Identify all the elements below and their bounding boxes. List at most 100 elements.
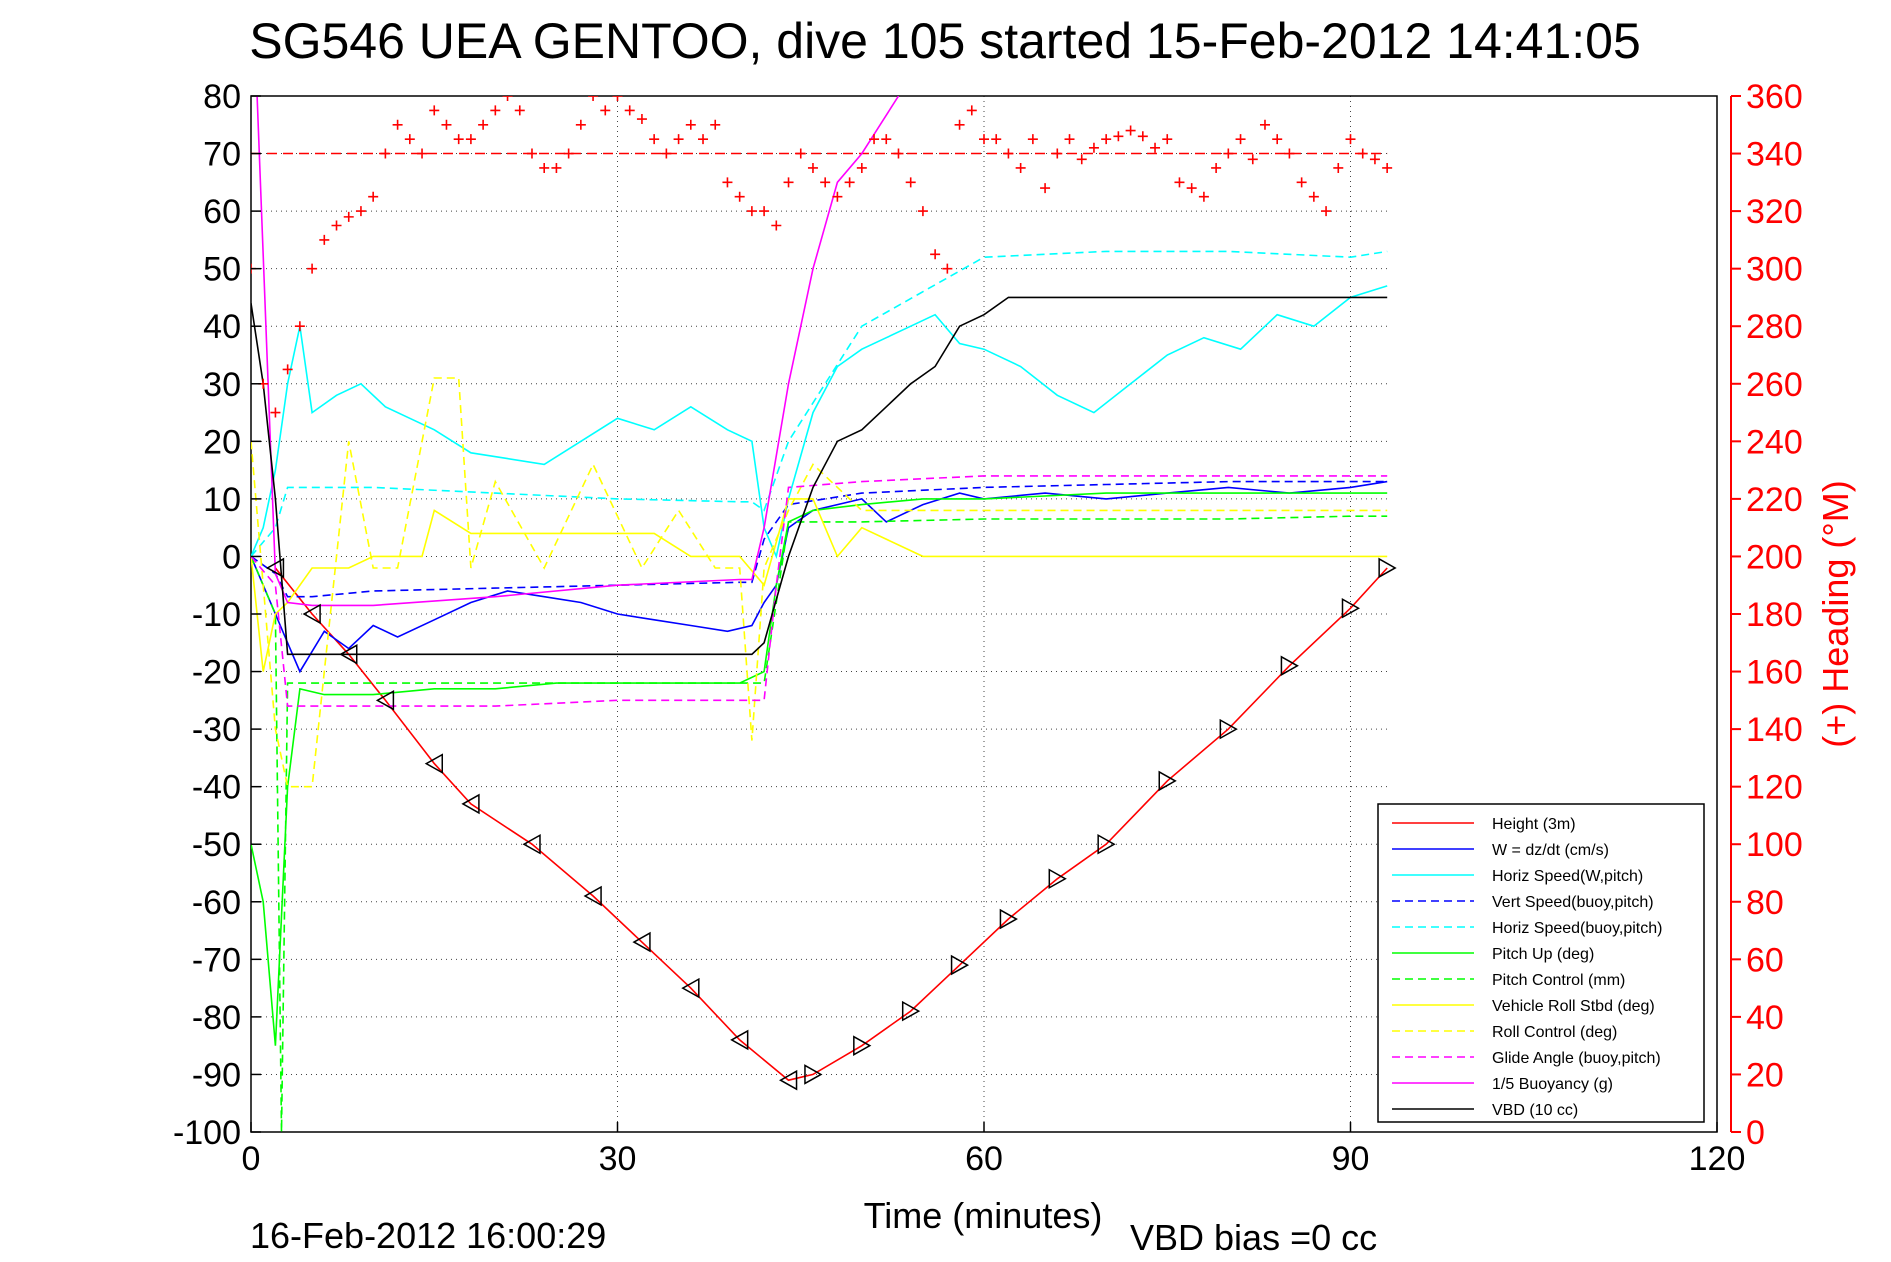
heading-point	[1369, 154, 1380, 165]
heading-point	[917, 206, 928, 217]
heading-point	[526, 148, 537, 159]
heading-point	[1296, 177, 1307, 188]
height-marker	[730, 1029, 749, 1051]
heading-point	[1162, 134, 1173, 145]
x-tick-label: 30	[599, 1140, 637, 1178]
heading-point	[1357, 148, 1368, 159]
height-marker	[853, 1035, 872, 1056]
legend-label: Horiz Speed(buoy,pitch)	[1492, 920, 1662, 937]
y2-tick-label: 260	[1746, 366, 1803, 404]
height-marker	[424, 753, 443, 774]
y-axis-ticks: 80 70 60 50 40 30 20 10 0 -10 -20 -30 -40 -50 -60 -70 -8…	[173, 78, 261, 1152]
x-axis-ticks: 0 30 60 90 120	[242, 1122, 1746, 1178]
y2-tick-label: 0	[1746, 1114, 1765, 1152]
series-line-2	[251, 285, 1388, 560]
height-marker	[461, 793, 480, 815]
height-marker	[1341, 597, 1361, 619]
x-tick-label: 90	[1332, 1140, 1370, 1178]
legend-label: VBD (10 cc)	[1492, 1102, 1578, 1119]
y2-tick-label: 40	[1746, 999, 1784, 1037]
series-line-0	[274, 567, 1388, 1082]
heading-point	[575, 119, 586, 130]
heading-point	[1382, 162, 1393, 173]
heading-point	[905, 177, 916, 188]
series-line-10	[256, 96, 900, 607]
legend-label: Pitch Up (deg)	[1492, 946, 1594, 963]
y2-tick-label: 200	[1746, 538, 1803, 576]
heading-point	[661, 148, 672, 159]
legend-label: Pitch Control (mm)	[1492, 972, 1625, 989]
heading-point	[380, 148, 391, 159]
x-axis-label: Time (minutes)	[864, 1195, 1103, 1236]
heading-point	[465, 134, 476, 145]
heading-point	[856, 162, 867, 173]
heading-point	[636, 114, 647, 125]
heading-point	[392, 119, 403, 130]
heading-point	[942, 263, 953, 274]
height-marker	[522, 833, 541, 855]
height-marker	[339, 644, 358, 665]
heading-point	[954, 119, 965, 130]
legend-label: W = dz/dt (cm/s)	[1492, 842, 1609, 859]
heading-point	[673, 134, 684, 145]
heading-point	[1125, 125, 1136, 136]
heading-point	[1003, 148, 1014, 159]
heading-point	[1015, 162, 1026, 173]
y2-tick-label: 320	[1746, 193, 1803, 231]
y-tick-label: -20	[192, 654, 241, 692]
y2-tick-label: 160	[1746, 654, 1803, 692]
heading-point	[490, 105, 501, 116]
y-tick-label: -100	[173, 1114, 241, 1152]
heading-point	[649, 134, 660, 145]
y2-axis-ticks: 3603403203002802602402202001801601401201…	[1731, 78, 1803, 1152]
y-tick-label: 30	[203, 366, 241, 404]
heading-point	[551, 162, 562, 173]
heading-point	[1198, 191, 1209, 202]
heading-point	[319, 234, 330, 245]
heading-point	[368, 191, 379, 202]
heading-point	[1223, 148, 1234, 159]
heading-point	[1088, 142, 1099, 153]
y2-tick-label: 60	[1746, 941, 1784, 979]
y-tick-label: -90	[192, 1056, 241, 1094]
series-line-8	[251, 377, 1388, 788]
y-tick-label: 70	[203, 136, 241, 174]
heading-point	[502, 96, 513, 101]
heading-point	[1064, 134, 1075, 145]
legend-label: Height (3m)	[1492, 816, 1576, 833]
heading-point	[710, 119, 721, 130]
y2-tick-label: 300	[1746, 251, 1803, 289]
series-line-11	[251, 296, 1388, 656]
heading-point	[734, 191, 745, 202]
y-tick-label: 60	[203, 193, 241, 231]
height-marker	[681, 977, 700, 999]
y2-tick-label: 120	[1746, 769, 1803, 807]
heading-point	[1052, 148, 1063, 159]
heading-point	[404, 134, 415, 145]
y2-tick-label: 180	[1746, 596, 1803, 634]
y-tick-label: -70	[192, 941, 241, 979]
heading-point	[1308, 191, 1319, 202]
series-line-6	[251, 515, 1388, 1132]
heading-point	[1284, 148, 1295, 159]
height-marker	[1378, 557, 1397, 579]
height-marker	[1219, 718, 1238, 740]
footer-timestamp: 16-Feb-2012 16:00:29	[250, 1215, 606, 1256]
y-tick-label: 20	[203, 423, 241, 461]
x-tick-label: 120	[1689, 1140, 1746, 1178]
y2-tick-label: 360	[1746, 78, 1803, 116]
y-tick-label: -50	[192, 826, 241, 864]
heading-point	[429, 105, 440, 116]
heading-point	[881, 134, 892, 145]
y2-tick-label: 140	[1746, 711, 1803, 749]
heading-point	[478, 119, 489, 130]
height-marker	[1097, 833, 1116, 855]
height-marker	[779, 1069, 798, 1091]
x-tick-label: 60	[965, 1140, 1003, 1178]
y-tick-label: 80	[203, 78, 241, 116]
heading-point	[294, 321, 305, 332]
legend: Height (3m) W = dz/dt (cm/s) Horiz Speed(W…	[1377, 803, 1705, 1123]
heading-point	[600, 105, 611, 116]
legend-label: Vert Speed(buoy,pitch)	[1492, 894, 1654, 911]
height-marker	[583, 885, 602, 907]
